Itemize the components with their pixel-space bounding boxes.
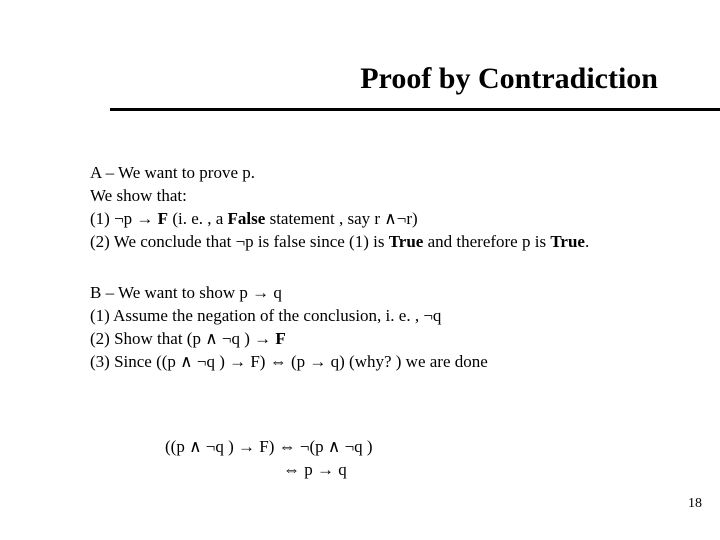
text: and therefore p is: [423, 232, 550, 251]
footer-line2: ⇔ p → q: [165, 459, 373, 482]
slide-container: Proof by Contradiction A – We want to pr…: [0, 0, 720, 540]
text-bold-F: F: [275, 329, 285, 348]
text: (i. e. , a: [168, 209, 227, 228]
section-a-line3: (2) We conclude that ¬p is false since (…: [90, 231, 690, 254]
slide-title: Proof by Contradiction: [360, 62, 658, 96]
section-a: A – We want to prove p. We show that: (1…: [90, 162, 690, 254]
text-bold-true: True: [550, 232, 585, 251]
section-a-heading: A – We want to prove p.: [90, 162, 690, 185]
section-b-line1: (1) Assume the negation of the conclusio…: [90, 305, 690, 328]
slide-content: A – We want to prove p. We show that: (1…: [90, 162, 690, 402]
text: .: [585, 232, 589, 251]
section-a-line1: We show that:: [90, 185, 690, 208]
text: (2) Show that (p ∧ ¬q ) →: [90, 329, 275, 348]
section-b-line2: (2) Show that (p ∧ ¬q ) → F: [90, 328, 690, 351]
section-b: B – We want to show p → q (1) Assume the…: [90, 282, 690, 374]
text-bold-F: F: [158, 209, 168, 228]
text: (2) We conclude that ¬p is false since (…: [90, 232, 389, 251]
text-bold-true: True: [389, 232, 424, 251]
section-b-line3: (3) Since ((p ∧ ¬q ) → F) ⇔ (p → q) (why…: [90, 351, 690, 374]
text-bold-false: False: [228, 209, 266, 228]
footer-line1: ((p ∧ ¬q ) → F) ⇔ ¬(p ∧ ¬q ): [165, 436, 373, 459]
footer-equation: ((p ∧ ¬q ) → F) ⇔ ¬(p ∧ ¬q ) ⇔ p → q: [165, 436, 373, 482]
title-rule: [110, 108, 720, 111]
section-a-line2: (1) ¬p → F (i. e. , a False statement , …: [90, 208, 690, 231]
page-number: 18: [688, 496, 702, 512]
text: statement , say r ∧¬r): [265, 209, 417, 228]
section-b-heading: B – We want to show p → q: [90, 282, 690, 305]
text: (1) ¬p →: [90, 209, 158, 228]
